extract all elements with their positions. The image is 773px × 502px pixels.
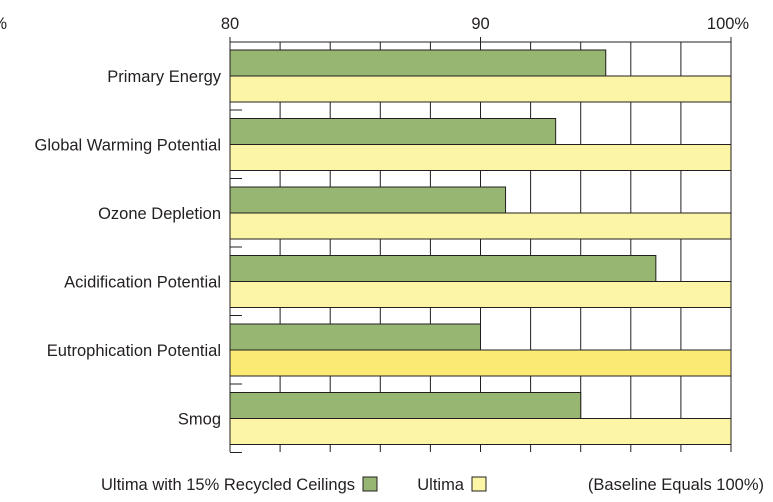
category-label: Global Warming Potential [35, 137, 221, 155]
legend-swatch-ultima [471, 476, 487, 492]
category-labels: Primary Energy Global Warming Potential Oz… [35, 68, 222, 429]
bar-recycled [229, 255, 657, 282]
x-tick-label: 90 [471, 15, 489, 33]
bar-recycled [229, 392, 582, 419]
bar-recycled [229, 186, 507, 214]
bar-ultima [229, 281, 732, 308]
x-tick-label: 80 [221, 15, 239, 33]
category-label: Acidification Potential [64, 274, 221, 292]
legend-label-recycled: Ultima with 15% Recycled Ceilings [101, 476, 355, 494]
bar-ultima [229, 418, 732, 445]
bar-ultima [229, 212, 732, 240]
bar-recycled [229, 118, 557, 145]
grid [229, 42, 732, 452]
baseline-note: (Baseline Equals 100%) [588, 476, 764, 494]
x-tick-label: 100% [707, 15, 750, 33]
axes [229, 37, 732, 453]
category-label: Ozone Depletion [98, 205, 221, 223]
category-label: Smog [178, 411, 221, 429]
legend-label-ultima: Ultima [417, 476, 465, 494]
bar-recycled [229, 323, 481, 351]
bar-ultima [229, 144, 732, 171]
tick-labels: % 80 90 100% [0, 15, 749, 33]
bar-ultima [229, 349, 732, 377]
legend: Ultima with 15% Recycled Ceilings Ultima (… [101, 476, 764, 494]
category-label: Primary Energy [107, 68, 221, 86]
legend-swatch-recycled [362, 476, 378, 492]
x-tick-label: % [0, 15, 7, 33]
category-label: Eutrophication Potential [47, 342, 221, 360]
bar-recycled [229, 49, 607, 77]
bar-ultima [229, 75, 732, 103]
